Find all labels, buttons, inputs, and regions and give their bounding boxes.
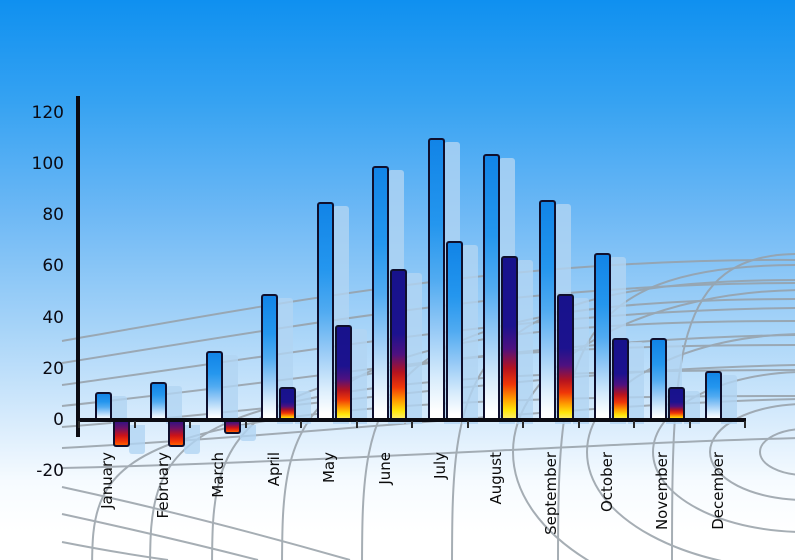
x-axis-tick: [744, 421, 747, 428]
bar-shadow-february-secondary: [184, 425, 200, 454]
bar-shadow-july-secondary: [461, 244, 478, 424]
y-tick-label-80: 80: [42, 205, 64, 225]
bar-shadow-december-primary: [721, 375, 737, 424]
month-label-june: June: [375, 452, 394, 485]
bar-february-secondary: [168, 421, 185, 447]
x-axis-tick: [466, 421, 469, 428]
y-tick-label-40: 40: [42, 307, 64, 328]
x-axis-tick: [300, 421, 303, 428]
y-tick-label-100: 100: [31, 153, 64, 174]
month-label-april: April: [264, 452, 283, 487]
x-axis-tick: [577, 421, 580, 428]
x-axis-tick: [189, 421, 192, 428]
bar-january-secondary: [112, 421, 130, 447]
bar-september-secondary: [556, 294, 574, 420]
x-axis-tick: [133, 421, 136, 428]
bar-march-primary: [205, 350, 223, 420]
bar-shadow-may-secondary: [350, 329, 367, 424]
bar-september-primary: [538, 199, 556, 420]
bar-shadow-september-secondary: [572, 298, 589, 424]
month-label-july: July: [431, 452, 449, 479]
y-axis-line: [76, 96, 80, 437]
bar-october-primary: [594, 253, 611, 420]
bar-shadow-february-primary: [166, 385, 182, 424]
bar-april-primary: [261, 294, 278, 420]
bar-shadow-november-secondary: [683, 390, 700, 424]
bar-february-primary: [150, 381, 167, 420]
x-axis-tick: [688, 421, 691, 428]
x-axis-tick: [78, 421, 81, 428]
bar-shadow-january-secondary: [128, 425, 145, 454]
bar-april-secondary: [279, 386, 296, 420]
bar-october-secondary: [612, 338, 629, 420]
bar-shadow-june-secondary: [406, 272, 422, 424]
month-label-september: September: [542, 452, 560, 535]
bar-shadow-march-secondary: [239, 425, 256, 441]
x-axis-tick: [633, 421, 636, 428]
bar-may-secondary: [334, 325, 352, 420]
bar-june-primary: [372, 166, 389, 420]
y-tick-label--20: -20: [36, 461, 64, 482]
bar-august-secondary: [501, 256, 518, 420]
bar-august-primary: [483, 153, 500, 420]
x-axis-tick: [522, 421, 525, 428]
y-tick-label-0: 0: [53, 410, 64, 430]
month-label-october: October: [597, 452, 616, 513]
bar-may-primary: [316, 202, 334, 420]
bar-shadow-january-primary: [110, 395, 127, 424]
bar-shadow-april-secondary: [295, 390, 311, 424]
x-axis-line: [76, 418, 746, 422]
bar-november-secondary: [667, 386, 685, 420]
bar-january-primary: [94, 391, 112, 420]
y-tick-label-20: 20: [42, 358, 64, 379]
bar-june-secondary: [390, 268, 407, 420]
bar-december-primary: [705, 371, 722, 420]
bar-november-primary: [649, 338, 667, 420]
x-axis-tick: [355, 421, 358, 428]
month-label-may: May: [320, 452, 338, 484]
month-label-january: January: [98, 452, 116, 509]
month-label-december: December: [708, 452, 727, 530]
month-label-november: November: [653, 452, 671, 531]
bar-shadow-october-secondary: [628, 342, 644, 424]
x-axis-tick: [244, 421, 247, 428]
month-label-march: March: [209, 452, 227, 498]
bar-shadow-march-primary: [221, 354, 238, 424]
bar-july-secondary: [445, 240, 463, 420]
month-label-february: February: [153, 452, 172, 519]
bar-shadow-august-secondary: [517, 260, 533, 424]
y-tick-label-60: 60: [42, 256, 64, 277]
month-label-august: August: [486, 452, 505, 505]
y-tick-label-120: 120: [31, 102, 64, 123]
bar-march-secondary: [223, 421, 241, 434]
x-axis-tick: [411, 421, 414, 428]
bar-july-primary: [427, 138, 445, 420]
